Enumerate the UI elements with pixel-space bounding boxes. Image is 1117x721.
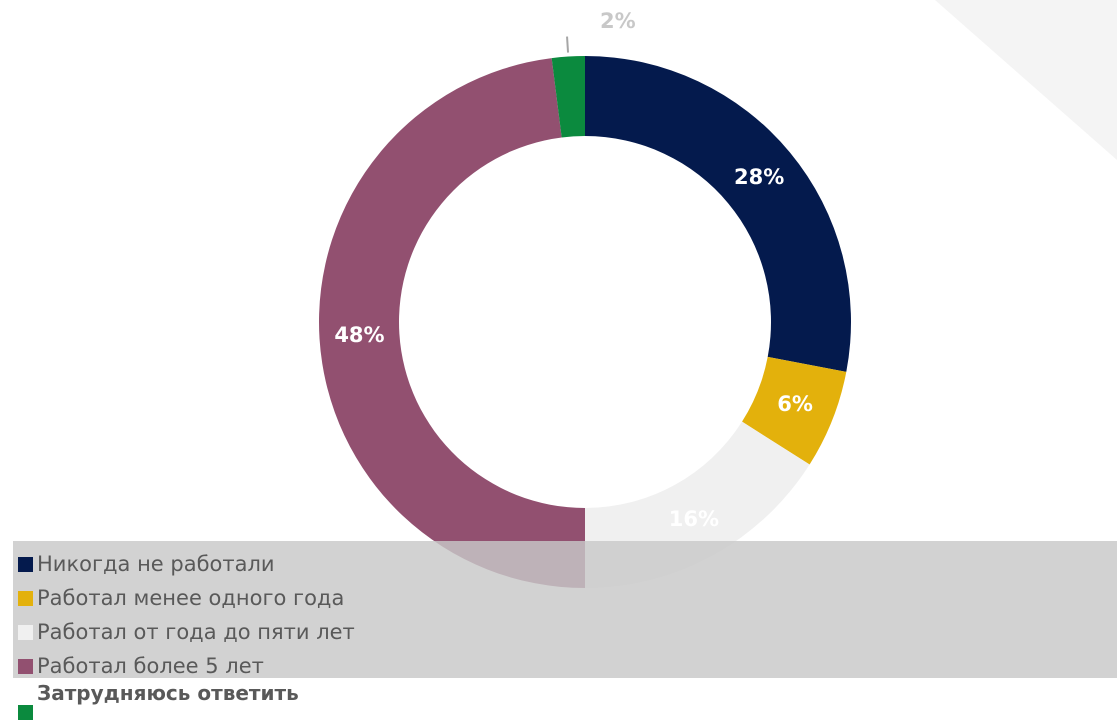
slice-data-label: 2% [600, 9, 636, 33]
legend-swatch [18, 658, 33, 674]
legend-label: Никогда не работали [37, 552, 275, 576]
legend-label: Работал более 5 лет [37, 654, 264, 678]
chart-legend: Никогда не работали Работал менее одного… [18, 547, 618, 720]
slice-data-label: 6% [777, 392, 813, 416]
legend-item: Работал менее одного года [18, 581, 618, 615]
donut-slice [551, 56, 585, 138]
legend-item: Работал от года до пяти лет [18, 615, 618, 649]
legend-label: Работал менее одного года [37, 586, 345, 610]
legend-label: Работал от года до пяти лет [37, 620, 355, 644]
slice-data-label: 28% [734, 165, 784, 189]
legend-swatch [18, 590, 33, 606]
legend-label: Затрудняюсь ответить [37, 681, 299, 705]
leader-line [566, 36, 570, 53]
donut-slice [585, 56, 851, 372]
legend-swatch [18, 556, 33, 572]
legend-overlay-band [13, 541, 1117, 678]
legend-item: Затрудняюсь ответить [18, 678, 299, 721]
legend-item: Никогда не работали [18, 547, 618, 581]
donut-slice [742, 356, 847, 465]
legend-swatch [18, 705, 33, 720]
legend-item: Работал более 5 лет [18, 649, 618, 683]
donut-slice [318, 58, 585, 589]
corner-triangle-decoration [935, 0, 1117, 160]
slice-data-label: 48% [334, 323, 384, 347]
slice-data-label: 16% [669, 507, 719, 531]
legend-swatch [18, 624, 33, 640]
